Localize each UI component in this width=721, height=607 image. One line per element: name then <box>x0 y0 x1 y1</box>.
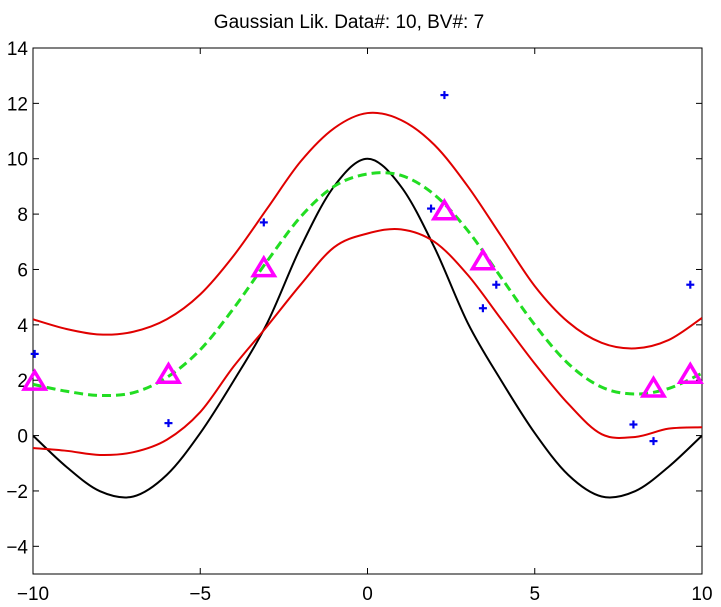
x-tick-label: −5 <box>189 584 211 605</box>
x-tick-label: 10 <box>691 584 712 605</box>
y-tick-label: 0 <box>17 427 28 448</box>
y-tick-label: 2 <box>17 371 28 392</box>
y-tick-label: 14 <box>7 39 29 60</box>
basis-vector-marker <box>469 247 497 271</box>
x-tick-label: 5 <box>529 584 540 605</box>
basis-vector-marker <box>639 375 668 398</box>
true-function-line <box>33 157 702 499</box>
points-layer <box>21 91 704 446</box>
y-tick-label: 8 <box>17 205 28 226</box>
axis-ticks: −10 −5 0 5 10 −4 −2 0 2 4 6 8 10 12 14 <box>6 39 712 605</box>
x-tick-label: 0 <box>362 584 373 605</box>
lower-bound-line <box>33 227 702 457</box>
plot-area <box>32 47 703 575</box>
y-tick-label: 10 <box>7 150 28 171</box>
data-point <box>164 419 173 428</box>
data-point <box>478 304 487 313</box>
x-tick-label: −10 <box>17 584 49 605</box>
y-tick-label: 4 <box>17 316 28 337</box>
basis-vector-marker <box>154 361 183 384</box>
y-tick-label: 12 <box>7 94 28 115</box>
y-tick-label: 6 <box>17 260 28 281</box>
data-point <box>492 280 501 289</box>
basis-vector-marker <box>676 361 704 384</box>
basis-vector-marker <box>430 197 458 221</box>
chart-title: Gaussian Lik. Data#: 10, BV#: 7 <box>214 12 484 33</box>
data-point <box>259 218 268 227</box>
data-point <box>30 349 39 358</box>
basis-vector-marker <box>21 368 49 391</box>
data-point <box>649 437 658 446</box>
data-point <box>686 280 695 289</box>
series-layer <box>33 111 702 499</box>
data-point <box>440 91 449 100</box>
y-tick-label: −2 <box>6 482 28 503</box>
data-point <box>427 204 436 213</box>
basis-vector-marker <box>250 254 278 278</box>
upper-bound-line <box>33 111 702 350</box>
data-point <box>629 420 638 429</box>
predictive-mean-line <box>33 171 702 398</box>
y-tick-label: −4 <box>6 537 28 558</box>
